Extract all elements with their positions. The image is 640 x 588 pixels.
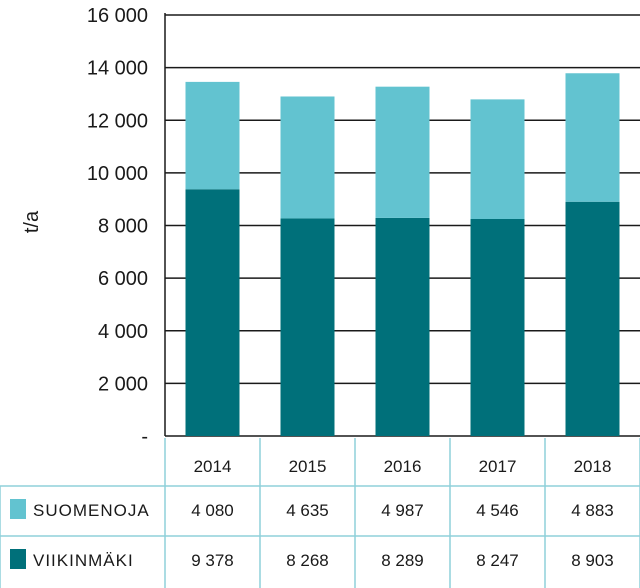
y-tick-label: 10 000 bbox=[87, 163, 148, 185]
y-tick-label: 8 000 bbox=[98, 216, 148, 238]
bar-segment bbox=[565, 201, 620, 436]
bar-segment bbox=[375, 217, 430, 436]
data-label: 8 289 bbox=[381, 551, 424, 570]
legend-label: SUOMENOJA bbox=[33, 501, 150, 520]
x-tick-label: 2016 bbox=[384, 457, 422, 476]
data-label: 4 987 bbox=[381, 501, 424, 520]
data-table: 2014 2015 2016 2017 2018 SUOMENOJA 4 080 4 635 4… bbox=[0, 438, 640, 588]
data-label: 8 247 bbox=[476, 551, 519, 570]
x-tick-label: 2014 bbox=[194, 457, 232, 476]
data-label: 4 635 bbox=[286, 501, 329, 520]
x-tick-label: 2017 bbox=[479, 457, 517, 476]
legend-swatch bbox=[10, 549, 26, 569]
bar-segment bbox=[375, 86, 430, 218]
data-label: 4 080 bbox=[191, 501, 234, 520]
y-axis-label: t/a bbox=[21, 210, 43, 233]
y-tick-label: 4 000 bbox=[98, 321, 148, 343]
y-tick-label: 6 000 bbox=[98, 268, 148, 290]
x-tick-label: 2015 bbox=[289, 457, 327, 476]
bar-segment bbox=[470, 219, 525, 436]
y-tick-label: - bbox=[141, 426, 148, 448]
bar-segment bbox=[280, 218, 335, 436]
legend-swatch bbox=[10, 499, 26, 519]
bar-segment bbox=[470, 99, 525, 220]
bar-segment bbox=[185, 81, 240, 190]
bar-segment bbox=[280, 96, 335, 219]
y-tick-label: 12 000 bbox=[87, 110, 148, 132]
bar-segment bbox=[565, 73, 620, 202]
y-tick-label: 14 000 bbox=[87, 58, 148, 80]
legend-label: VIIKINMÄKI bbox=[33, 551, 134, 570]
bar-segment bbox=[185, 189, 240, 436]
y-tick-label: 2 000 bbox=[98, 373, 148, 395]
data-label: 8 268 bbox=[286, 551, 329, 570]
bars bbox=[185, 73, 620, 436]
data-label: 8 903 bbox=[571, 551, 614, 570]
y-tick-labels: - 2 000 4 000 6 000 8 000 10 000 12 000 14 000 1… bbox=[87, 5, 148, 448]
x-tick-label: 2018 bbox=[574, 457, 612, 476]
data-label: 4 883 bbox=[571, 501, 614, 520]
y-tick-label: 16 000 bbox=[87, 5, 148, 27]
data-label: 4 546 bbox=[476, 501, 519, 520]
data-label: 9 378 bbox=[191, 551, 234, 570]
